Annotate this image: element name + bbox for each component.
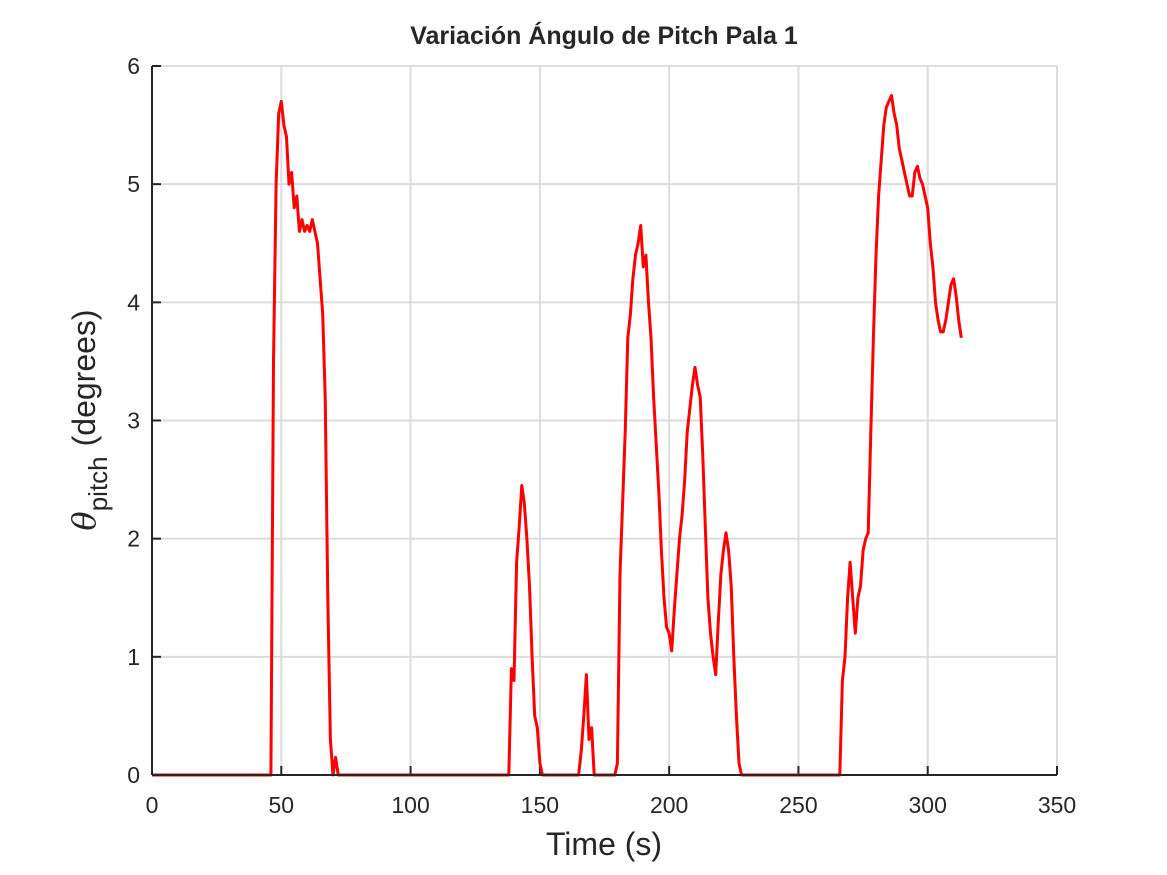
y-axis-subscript: pitch xyxy=(83,456,113,511)
x-tick-label: 150 xyxy=(521,792,559,818)
y-tick-label: 4 xyxy=(127,289,140,315)
y-tick-label: 6 xyxy=(127,53,140,79)
y-tick-label: 3 xyxy=(127,408,140,434)
y-axis-text: (degrees) xyxy=(66,309,102,446)
x-tick-label: 250 xyxy=(779,792,817,818)
x-tick-label: 50 xyxy=(268,792,294,818)
x-tick-label: 0 xyxy=(146,792,159,818)
x-tick-label: 350 xyxy=(1038,792,1076,818)
y-axis-symbol: θ xyxy=(65,511,103,530)
x-tick-label: 200 xyxy=(650,792,688,818)
x-axis-label: Time (s) xyxy=(546,826,662,862)
data-line xyxy=(152,94,963,777)
y-tick-label: 5 xyxy=(127,171,140,197)
y-tick-label: 1 xyxy=(127,644,140,670)
y-tick-label: 0 xyxy=(127,762,140,788)
y-tick-label: 2 xyxy=(127,526,140,552)
chart-title: Variación Ángulo de Pitch Pala 1 xyxy=(410,21,798,50)
x-tick-label: 300 xyxy=(909,792,947,818)
y-axis-label: θpitch (degrees) xyxy=(65,309,113,530)
x-tick-label: 100 xyxy=(391,792,429,818)
